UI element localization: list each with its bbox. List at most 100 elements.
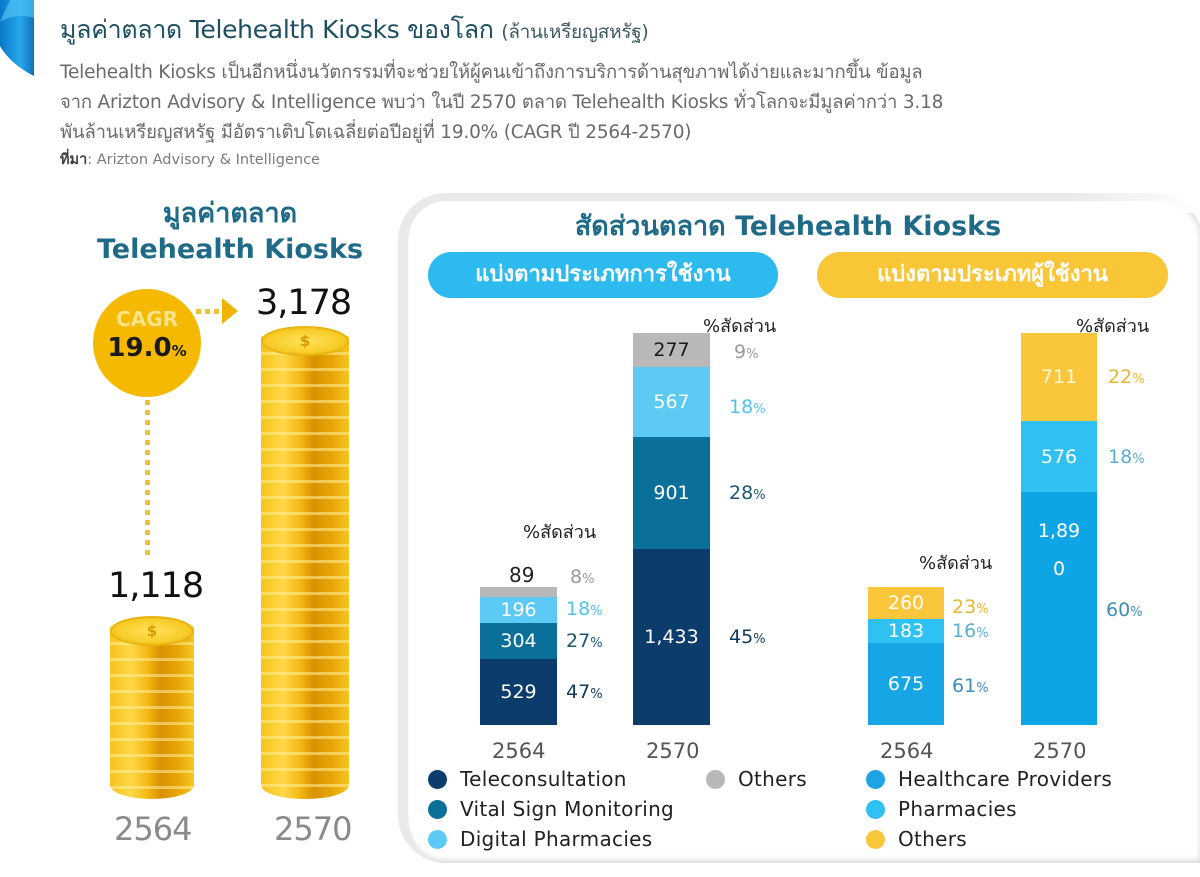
market-share-panel <box>398 193 1200 863</box>
year-label-2564: 2564 <box>880 739 934 763</box>
pct-others: 9% <box>734 341 758 363</box>
pct-value: 8 <box>570 566 583 588</box>
legend-label: Teleconsultation <box>460 767 627 791</box>
pct-value: 61 <box>952 675 977 697</box>
pct-others: 22% <box>1108 366 1145 388</box>
cagr-number: 19.0 <box>107 333 172 363</box>
segment-healthcare-providers: 675 <box>868 643 944 725</box>
legend-others-usage: Others <box>706 767 807 791</box>
by-user-label: แบ่งตามประเภทผู้ใช้งาน <box>817 252 1168 298</box>
pct-others: 8% <box>570 566 594 588</box>
pct-pharmacies: 18% <box>1108 446 1145 468</box>
dotted-connector-horizontal <box>196 309 224 314</box>
cagr-value: 19.0% <box>93 333 201 363</box>
usage-bar-2564: 196 304 529 <box>480 587 557 725</box>
share-header: %สัดส่วน <box>523 522 597 543</box>
description: Telehealth Kiosks เป็นอีกหนึ่งนวัตกรรมที… <box>60 58 1190 148</box>
by-usage-label: แบ่งตามประเภทการใช้งาน <box>428 252 778 298</box>
pct-others: 23% <box>952 596 989 618</box>
legend-dot-icon <box>866 799 885 819</box>
pct-value: 9 <box>734 341 747 363</box>
user-bar-2570: 711 576 1,89 0 <box>1021 333 1097 725</box>
segment-others: 711 <box>1021 333 1097 421</box>
legend-dot-icon <box>866 829 885 849</box>
description-line: Telehealth Kiosks เป็นอีกหนึ่งนวัตกรรมที… <box>60 62 923 83</box>
coin-top: $ <box>110 616 194 646</box>
pct-value: 28 <box>729 482 754 504</box>
pct-value: 45 <box>729 626 754 648</box>
pct-pharmacies: 16% <box>952 620 989 642</box>
pct-healthcare: 61% <box>952 675 989 697</box>
pct-sign: % <box>753 488 766 503</box>
description-line: พันล้านเหรียญสหรัฐ มีอัตราเติบโตเฉลี่ยต่… <box>60 122 692 143</box>
year-label-2564: 2564 <box>114 810 192 848</box>
market-value-title-line: Telehealth Kiosks <box>96 234 364 265</box>
source-label: ที่มา <box>60 152 88 168</box>
legend-vital-sign: Vital Sign Monitoring <box>428 797 674 821</box>
pct-healthcare: 60% <box>1106 599 1143 621</box>
segment-pharmacies: 183 <box>868 619 944 643</box>
pct-digital: 18% <box>729 396 766 418</box>
legend-label: Pharmacies <box>898 797 1017 821</box>
pct-value: 18 <box>729 396 754 418</box>
legend-dot-icon <box>428 829 447 849</box>
segment-label-line: 0 <box>1052 558 1066 580</box>
legend-label: Healthcare Providers <box>898 767 1113 791</box>
pct-sign: % <box>1130 605 1143 620</box>
value-2570: 3,178 <box>256 283 352 323</box>
description-line: จาก Arizton Advisory & Intelligence พบว่… <box>60 92 944 113</box>
segment-pharmacies: 576 <box>1021 421 1097 492</box>
pct-value: 22 <box>1108 366 1133 388</box>
arrow-right-icon <box>222 298 238 324</box>
legend-dot-icon <box>866 769 885 789</box>
year-label-2570: 2570 <box>646 739 700 763</box>
pct-sign: % <box>753 632 766 647</box>
legend-healthcare-providers: Healthcare Providers <box>866 767 1112 791</box>
share-header: %สัดส่วน <box>703 316 777 337</box>
segment-others <box>480 587 557 597</box>
pct-sign: % <box>590 687 603 702</box>
segment-teleconsultation: 529 <box>480 659 557 725</box>
segment-others: 277 <box>633 333 710 367</box>
title-text: มูลค่าตลาด Telehealth Kiosks ของโลก <box>60 15 494 44</box>
pct-sign: % <box>976 681 989 696</box>
legend-label: Others <box>898 827 968 851</box>
dollar-icon: $ <box>299 332 311 350</box>
pct-digital: 18% <box>566 598 603 620</box>
pct-value: 16 <box>952 620 977 642</box>
legend-dot-icon <box>706 769 725 789</box>
bar-label-others: 89 <box>509 563 535 587</box>
year-label-2564: 2564 <box>492 739 546 763</box>
pct-sign: % <box>590 636 603 651</box>
segment-vital-sign: 901 <box>633 437 710 549</box>
pct-sign: % <box>976 602 989 617</box>
legend-label: Others <box>738 767 808 791</box>
value-2564: 1,118 <box>108 566 204 606</box>
legend-label: Vital Sign Monitoring <box>460 797 675 821</box>
pct-sign: % <box>753 402 766 417</box>
legend-dot-icon <box>428 799 447 819</box>
year-label-2570: 2570 <box>274 810 352 848</box>
legend-dot-icon <box>428 769 447 789</box>
pct-sign: % <box>1132 452 1145 467</box>
year-label-2570: 2570 <box>1033 739 1087 763</box>
title-unit: (ล้านเหรียญสหรัฐ) <box>501 21 649 43</box>
page-title: มูลค่าตลาด Telehealth Kiosks ของโลก (ล้า… <box>60 10 1190 50</box>
pct-value: 47 <box>566 681 591 703</box>
pct-value: 23 <box>952 596 977 618</box>
pct-value: 18 <box>566 598 591 620</box>
coin-top: $ <box>261 326 349 356</box>
cagr-badge: CAGR 19.0% <box>93 289 201 397</box>
corner-ribbon-decoration <box>0 0 34 76</box>
pct-vital: 28% <box>729 482 766 504</box>
segment-digital-pharmacies: 567 <box>633 367 710 437</box>
source: ที่มา: Arizton Advisory & Intelligence <box>60 148 1190 171</box>
coin-edges <box>261 336 349 799</box>
coin-stack-2564-icon: $ <box>110 616 194 799</box>
user-bar-2564: 260 183 675 <box>868 587 944 725</box>
share-header: %สัดส่วน <box>1076 316 1150 337</box>
pct-sign: % <box>1132 372 1145 387</box>
segment-healthcare-providers: 1,89 0 <box>1021 492 1097 725</box>
dotted-connector-vertical <box>145 400 150 560</box>
legend-others-user: Others <box>866 827 967 851</box>
